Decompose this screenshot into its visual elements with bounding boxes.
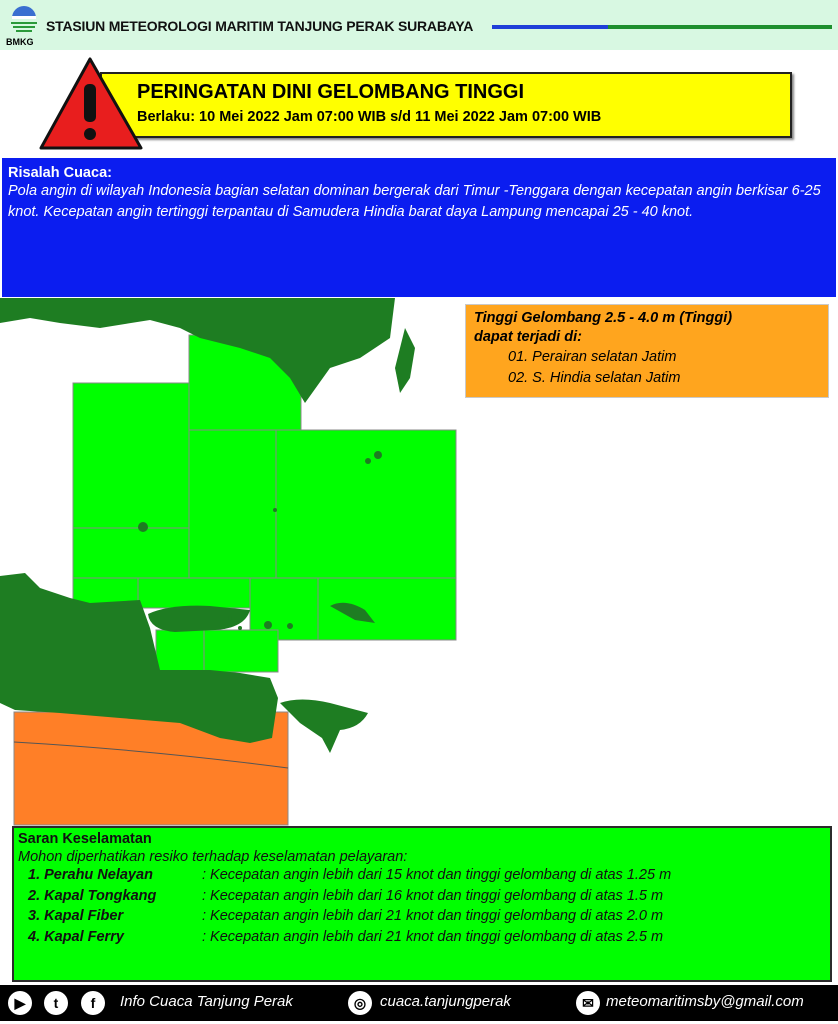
- safety-row: 1. Perahu Nelayan : Kecepatan angin lebih…: [28, 865, 830, 886]
- vessel: 3. Kapal Fiber: [28, 908, 124, 924]
- safety-subtitle: Mohon diperhatikan resiko terhadap kesel…: [18, 849, 408, 865]
- logo-text: BMKG: [6, 37, 34, 47]
- criteria: : Kecepatan angin lebih dari 16 knot dan…: [202, 887, 664, 904]
- warning-triangle-icon: [39, 57, 143, 150]
- criteria: : Kecepatan angin lebih dari 15 knot dan…: [202, 867, 672, 883]
- wave-area-item: 01. Perairan selatan Jatim: [508, 349, 677, 365]
- safety-row: 2. Kapal Tongkang : Kecepatan angin lebih…: [28, 886, 830, 907]
- email-address[interactable]: meteomaritimsby@gmail.com: [606, 993, 804, 1010]
- low-wave-zones: [72, 334, 457, 673]
- warning-banner: [100, 72, 792, 138]
- youtube-icon[interactable]: ▶: [8, 991, 32, 1015]
- criteria: : Kecepatan angin lebih dari 21 knot dan…: [202, 908, 664, 924]
- vessel: 1. Perahu Nelayan: [28, 867, 153, 883]
- facebook-icon[interactable]: f: [81, 991, 105, 1015]
- zone: [72, 527, 190, 579]
- wave-map: [0, 298, 457, 826]
- land: [0, 298, 415, 753]
- warning-title: PERINGATAN DINI GELOMBANG TINGGI: [137, 81, 525, 103]
- zone: [188, 429, 277, 579]
- social-name[interactable]: Info Cuaca Tanjung Perak: [120, 993, 293, 1010]
- twitter-icon[interactable]: t: [44, 991, 68, 1015]
- header-line-green: [608, 25, 832, 29]
- criteria: : Kecepatan angin lebih dari 21 knot dan…: [202, 928, 664, 945]
- email-icon[interactable]: ✉: [576, 991, 600, 1015]
- safety-row: 4. Kapal Ferry : Kecepatan angin lebih da…: [28, 927, 830, 948]
- instagram-handle[interactable]: cuaca.tanjungperak: [380, 993, 511, 1010]
- instagram-icon[interactable]: ◎: [348, 991, 372, 1015]
- weather-body: Pola angin di wilayah Indonesia bagian s…: [8, 183, 821, 220]
- zone: [275, 429, 457, 579]
- warning-validity: Berlaku: 10 Mei 2022 Jam 07:00 WIB s/d 1…: [137, 109, 602, 125]
- wave-subheading: dapat terjadi di:: [474, 329, 582, 345]
- zone: [155, 629, 205, 673]
- header-bar: BMKG STASIUN METEOROLOGI MARITIM TANJUNG…: [0, 0, 838, 50]
- wave-heading: Tinggi Gelombang 2.5 - 4.0 m (Tinggi): [474, 310, 733, 326]
- zone: [203, 629, 279, 673]
- bmkg-logo-icon: [11, 6, 37, 32]
- wave-area-item: 02. S. Hindia selatan Jatim: [508, 370, 681, 386]
- wave-info-box: Tinggi Gelombang 2.5 - 4.0 m (Tinggi) da…: [465, 304, 829, 398]
- vessel: 4. Kapal Ferry: [28, 928, 124, 945]
- station-name: STASIUN METEOROLOGI MARITIM TANJUNG PERA…: [46, 18, 474, 34]
- footer-bar: ▶ t f Info Cuaca Tanjung Perak ◎ cuaca.t…: [0, 985, 838, 1021]
- zone: [72, 382, 190, 529]
- weather-title: Risalah Cuaca:: [8, 165, 112, 181]
- vessel: 2. Kapal Tongkang: [28, 887, 157, 904]
- safety-advice: Saran Keselamatan Mohon diperhatikan res…: [12, 826, 832, 982]
- safety-row: 3. Kapal Fiber : Kecepatan angin lebih da…: [28, 906, 830, 927]
- zone: [137, 577, 251, 609]
- weather-summary: Risalah Cuaca: Pola angin di wilayah Ind…: [2, 158, 836, 297]
- safety-title: Saran Keselamatan: [18, 831, 152, 847]
- header-line-blue: [492, 25, 608, 29]
